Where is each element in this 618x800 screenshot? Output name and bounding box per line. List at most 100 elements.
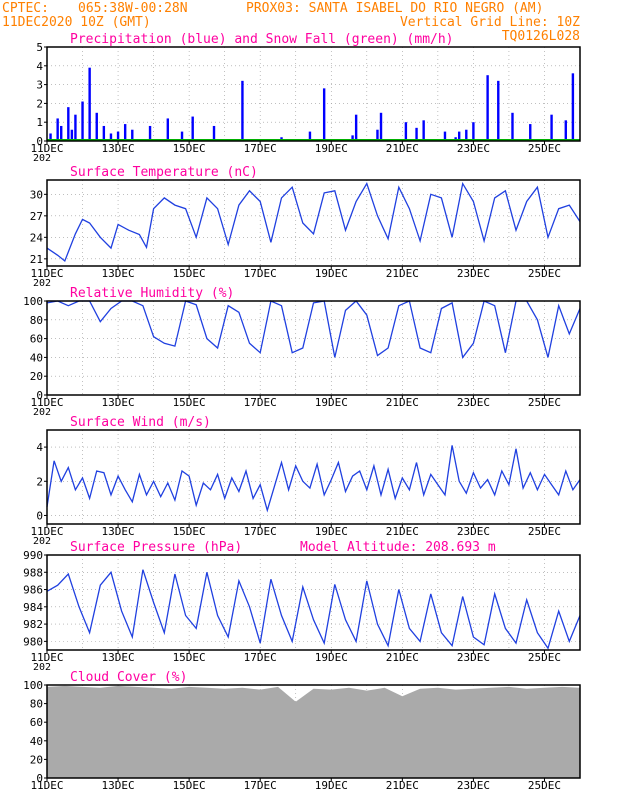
series-line bbox=[46, 445, 581, 513]
x-tick-label: 17DEC bbox=[244, 142, 277, 155]
x-tick-label: 13DEC bbox=[102, 651, 135, 664]
y-tick-label: 60 bbox=[30, 333, 43, 346]
y-tick-label: 0 bbox=[36, 509, 43, 522]
x-tick-label: 23DEC bbox=[457, 651, 490, 664]
precip-bar bbox=[70, 129, 74, 141]
panel-annotation: Model Altitude: 208.693 m bbox=[300, 540, 496, 555]
x-tick-label: 11DEC bbox=[30, 396, 63, 409]
precip-bar bbox=[74, 114, 77, 141]
precip-bar bbox=[166, 118, 170, 141]
x-tick-label: 25DEC bbox=[528, 142, 561, 155]
y-tick-label: 40 bbox=[30, 735, 43, 748]
precip-bar bbox=[131, 129, 134, 141]
x-tick-label: 19DEC bbox=[315, 525, 348, 538]
precip-bar bbox=[443, 131, 447, 141]
precip-bar bbox=[49, 133, 52, 141]
x-tick-label: 25DEC bbox=[528, 267, 561, 280]
plot-frame bbox=[46, 684, 581, 779]
precip-bar bbox=[415, 127, 418, 141]
header-line1-coords: 065:38W-00:28N bbox=[78, 1, 188, 16]
x-tick-label: 17DEC bbox=[244, 779, 277, 792]
precip-bar bbox=[123, 124, 127, 141]
precip-bar bbox=[376, 129, 379, 141]
x-tick-label: 11DEC bbox=[30, 142, 63, 155]
y-tick-label: 0 bbox=[36, 135, 43, 148]
precip-bar bbox=[67, 107, 70, 141]
y-tick-label: 40 bbox=[30, 351, 43, 364]
header-line1-station: PROX03: SANTA ISABEL DO RIO NEGRO (AM) bbox=[246, 1, 543, 16]
x-tick-label: 23DEC bbox=[457, 142, 490, 155]
x-tick-label: 23DEC bbox=[457, 267, 490, 280]
x-tick-label: 23DEC bbox=[457, 779, 490, 792]
y-tick-label: 2 bbox=[36, 97, 43, 110]
x-tick-label: 15DEC bbox=[173, 525, 206, 538]
y-tick-label: 986 bbox=[23, 584, 43, 597]
x-tick-label: 15DEC bbox=[173, 651, 206, 664]
x-tick-year-partial: 202 bbox=[33, 536, 51, 547]
precip-bar bbox=[571, 73, 575, 141]
precip-bar bbox=[212, 125, 216, 141]
x-tick-label: 19DEC bbox=[315, 142, 348, 155]
x-tick-label: 17DEC bbox=[244, 525, 277, 538]
panel-2: 0 20 40 60 80 100 Relative Humidity (%) 11DEC 13… bbox=[23, 286, 581, 418]
y-tick-label: 0 bbox=[36, 772, 43, 785]
precip-bar bbox=[56, 118, 59, 141]
panel-4: 980 982 984 986 988 990 Surface Pressure (hPa)… bbox=[23, 540, 581, 673]
x-tick-label: 21DEC bbox=[386, 396, 419, 409]
x-tick-label: 19DEC bbox=[315, 779, 348, 792]
x-tick-label: 13DEC bbox=[102, 779, 135, 792]
precip-bar bbox=[422, 120, 425, 141]
precip-bar bbox=[102, 125, 106, 141]
precip-bar bbox=[88, 67, 91, 141]
panel-title: Surface Wind (m/s) bbox=[70, 415, 211, 430]
panel-1: 21 24 27 30 Surface Temperature (nC) 11DEC 13D… bbox=[30, 165, 581, 289]
x-tick-label: 25DEC bbox=[528, 396, 561, 409]
x-tick-label: 17DEC bbox=[244, 651, 277, 664]
y-tick-label: 27 bbox=[30, 210, 43, 223]
precip-bar bbox=[379, 112, 383, 141]
header-line2-right: Vertical Grid Line: 10Z bbox=[400, 15, 580, 30]
y-tick-label: 5 bbox=[36, 41, 43, 54]
x-tick-year-partial: 202 bbox=[33, 278, 51, 289]
x-tick-label: 25DEC bbox=[528, 779, 561, 792]
y-tick-label: 982 bbox=[23, 618, 43, 631]
x-tick-label: 21DEC bbox=[386, 651, 419, 664]
precip-bar bbox=[404, 122, 408, 141]
x-tick-label: 11DEC bbox=[30, 779, 63, 792]
panel-title: Relative Humidity (%) bbox=[70, 286, 234, 301]
panel-3: 0 2 4 Surface Wind (m/s) 11DEC 13DEC 15DEC 17DE… bbox=[30, 415, 581, 547]
x-tick-label: 13DEC bbox=[102, 267, 135, 280]
precip-bar bbox=[465, 129, 468, 141]
y-tick-label: 20 bbox=[30, 753, 43, 766]
x-tick-label: 11DEC bbox=[30, 525, 63, 538]
panel-5: 0 20 40 60 80 100 Cloud Cover (%) 11DEC 13DEC 15D… bbox=[23, 670, 581, 792]
precip-bar bbox=[564, 120, 567, 141]
precip-bar bbox=[148, 125, 152, 141]
x-tick-label: 15DEC bbox=[173, 142, 206, 155]
x-tick-label: 13DEC bbox=[102, 396, 135, 409]
y-tick-label: 2 bbox=[36, 475, 43, 488]
y-tick-label: 60 bbox=[30, 716, 43, 729]
x-tick-label: 13DEC bbox=[102, 525, 135, 538]
x-tick-label: 21DEC bbox=[386, 267, 419, 280]
y-tick-label: 100 bbox=[23, 679, 43, 692]
panel-title: Cloud Cover (%) bbox=[70, 670, 187, 685]
x-tick-label: 19DEC bbox=[315, 396, 348, 409]
precip-bar bbox=[308, 131, 312, 141]
x-tick-label: 19DEC bbox=[315, 267, 348, 280]
x-tick-label: 17DEC bbox=[244, 267, 277, 280]
x-tick-label: 13DEC bbox=[102, 142, 135, 155]
y-tick-label: 24 bbox=[30, 231, 44, 244]
precip-bar bbox=[180, 131, 184, 141]
precip-bar bbox=[241, 80, 244, 141]
x-tick-label: 15DEC bbox=[173, 396, 206, 409]
y-tick-label: 4 bbox=[36, 441, 43, 454]
plot-frame bbox=[46, 554, 581, 651]
precip-bar bbox=[322, 88, 326, 141]
header-line3-right: TQ0126L028 bbox=[502, 29, 580, 44]
y-tick-label: 3 bbox=[36, 79, 43, 92]
y-tick-label: 4 bbox=[36, 60, 43, 73]
panel-0: 0 1 2 3 4 5 Precipitation (blue) and Snow Fall… bbox=[30, 32, 581, 164]
precip-bar bbox=[511, 112, 514, 141]
